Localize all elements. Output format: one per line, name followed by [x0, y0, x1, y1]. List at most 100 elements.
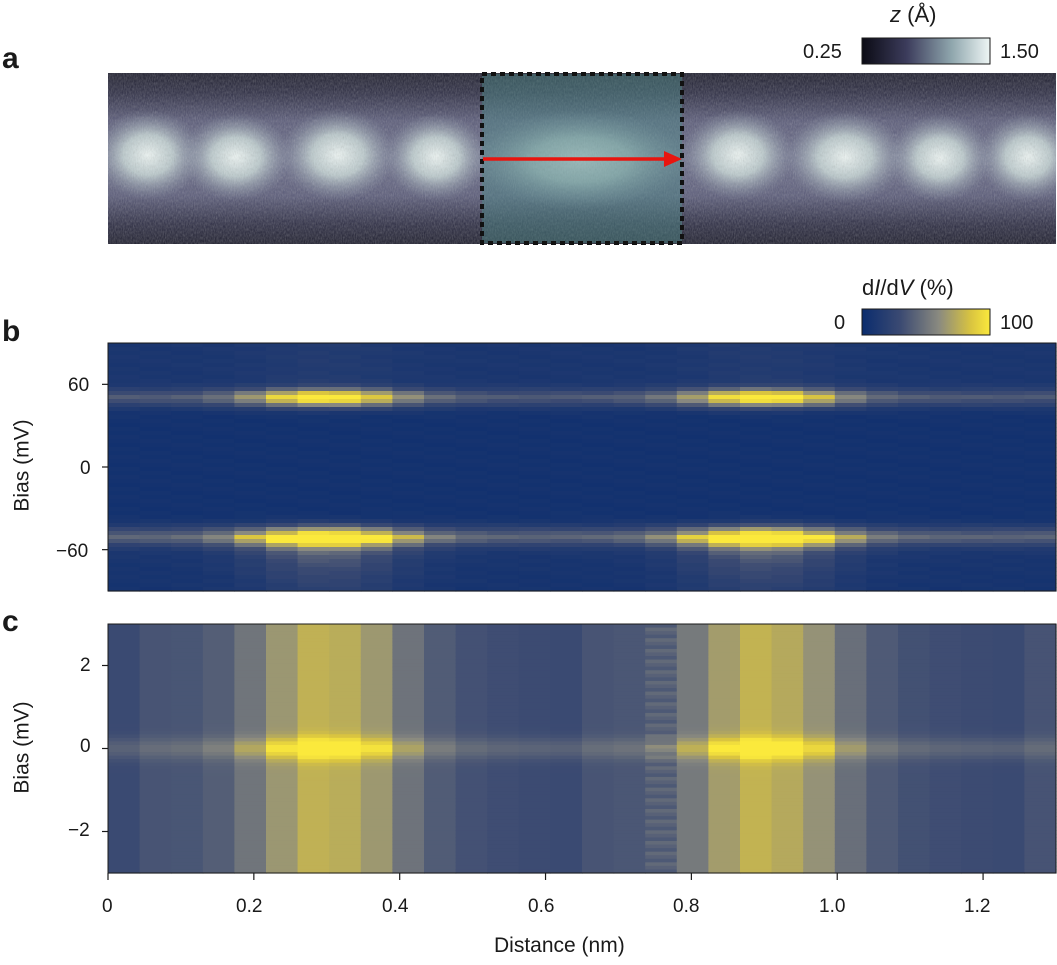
heatmap-cell: [202, 399, 235, 404]
heatmap-cell: [898, 535, 931, 540]
heatmap-cell: [424, 451, 457, 456]
panel-b-ytick-label: 0: [80, 458, 91, 479]
heatmap-cell: [550, 535, 583, 540]
heatmap-cell: [171, 752, 204, 757]
heatmap-cell: [266, 535, 299, 540]
heatmap-cell: [234, 677, 267, 682]
heatmap-cell: [455, 755, 488, 760]
heatmap-cell: [929, 826, 962, 831]
heatmap-cell: [582, 755, 615, 760]
heatmap-cell: [424, 851, 457, 856]
heatmap-cell: [487, 419, 520, 424]
heatmap-cell: [455, 684, 488, 689]
heatmap-cell: [834, 567, 867, 572]
heatmap-cell: [613, 816, 646, 821]
heatmap-cell: [392, 571, 425, 576]
heatmap-cell: [898, 755, 931, 760]
heatmap-cell: [961, 519, 994, 524]
heatmap-cell: [929, 631, 962, 636]
heatmap-cell: [645, 563, 678, 568]
heatmap-cell: [645, 483, 678, 488]
heatmap-cell: [1024, 487, 1057, 492]
heatmap-cell: [455, 830, 488, 835]
heatmap-cell: [771, 563, 804, 568]
heatmap-cell: [487, 483, 520, 488]
heatmap-cell: [297, 720, 330, 725]
heatmap-cell: [360, 670, 393, 675]
heatmap-cell: [108, 759, 141, 764]
heatmap-cell: [518, 479, 551, 484]
heatmap-cell: [550, 638, 583, 643]
heatmap-cell: [297, 830, 330, 835]
heatmap-cell: [518, 851, 551, 856]
heatmap-cell: [518, 355, 551, 360]
heatmap-cell: [518, 415, 551, 420]
heatmap-cell: [1024, 383, 1057, 388]
heatmap-cell: [834, 624, 867, 629]
heatmap-cell: [992, 631, 1025, 636]
heatmap-cell: [171, 755, 204, 760]
heatmap-cell: [866, 833, 899, 839]
heatmap-cell: [329, 823, 362, 828]
heatmap-cell: [392, 403, 425, 408]
heatmap-cell: [771, 805, 804, 810]
heatmap-cell: [487, 773, 520, 778]
heatmap-cell: [202, 837, 235, 842]
heatmap-cell: [834, 463, 867, 468]
heatmap-cell: [929, 343, 962, 348]
heatmap-cell: [329, 730, 362, 735]
heatmap-cell: [424, 652, 457, 657]
heatmap-cell: [898, 727, 931, 732]
heatmap-cell: [613, 563, 646, 568]
heatmap-cell: [487, 812, 520, 817]
heatmap-cell: [108, 531, 141, 536]
heatmap-cell: [455, 688, 488, 693]
heatmap-cell: [645, 727, 678, 732]
heatmap-cell: [487, 673, 520, 678]
heatmap-cell: [171, 656, 204, 661]
heatmap-cell: [297, 865, 330, 871]
heatmap-cell: [329, 583, 362, 588]
heatmap-cell: [108, 379, 141, 384]
heatmap-cell: [803, 571, 836, 576]
heatmap-cell: [613, 503, 646, 508]
heatmap-cell: [360, 684, 393, 689]
heatmap-cell: [108, 705, 141, 710]
heatmap-cell: [139, 555, 172, 560]
heatmap-cell: [108, 483, 141, 488]
heatmap-cell: [487, 367, 520, 372]
heatmap-cell: [518, 507, 551, 512]
heatmap-cell: [992, 343, 1025, 348]
heatmap-cell: [771, 812, 804, 817]
heatmap-cell: [992, 837, 1025, 842]
heatmap-cell: [992, 459, 1025, 464]
heatmap-cell: [708, 575, 741, 580]
heatmap-cell: [803, 463, 836, 468]
heatmap-cell: [613, 844, 646, 849]
heatmap-cell: [234, 823, 267, 828]
heatmap-cell: [518, 499, 551, 504]
heatmap-cell: [898, 391, 931, 396]
heatmap-cell: [171, 727, 204, 732]
heatmap-cell: [329, 812, 362, 817]
heatmap-cell: [518, 547, 551, 552]
heatmap-cell: [961, 403, 994, 408]
heatmap-cell: [771, 684, 804, 689]
heatmap-cell: [455, 776, 488, 782]
heatmap-cell: [550, 423, 583, 428]
heatmap-cell: [487, 776, 520, 782]
heatmap-cell: [961, 499, 994, 504]
heatmap-cell: [234, 467, 267, 472]
heatmap-cell: [708, 495, 741, 500]
heatmap-cell: [139, 776, 172, 782]
heatmap-cell: [518, 823, 551, 828]
heatmap-cell: [202, 784, 235, 789]
heatmap-cell: [898, 419, 931, 424]
heatmap-cell: [834, 507, 867, 512]
heatmap-cell: [518, 784, 551, 789]
heatmap-cell: [929, 375, 962, 380]
heatmap-cell: [329, 627, 362, 632]
heatmap-cell: [518, 656, 551, 661]
heatmap-cell: [139, 869, 172, 874]
heatmap-cell: [834, 527, 867, 532]
